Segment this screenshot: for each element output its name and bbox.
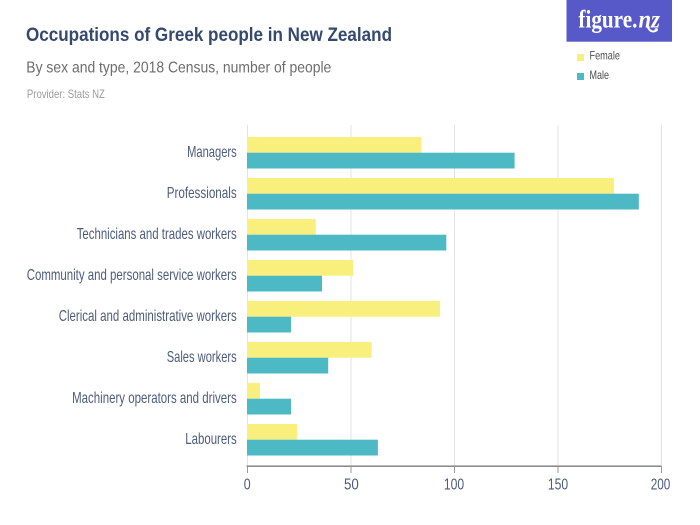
svg-text:150: 150 — [548, 476, 568, 493]
svg-text:Managers: Managers — [187, 144, 237, 161]
svg-text:Labourers: Labourers — [185, 431, 236, 448]
svg-text:Clerical and administrative wo: Clerical and administrative workers — [59, 308, 237, 325]
svg-text:Provider: Stats NZ: Provider: Stats NZ — [27, 87, 105, 101]
svg-text:100: 100 — [444, 476, 464, 493]
svg-text:Male: Male — [590, 68, 610, 82]
svg-text:Professionals: Professionals — [167, 185, 237, 202]
svg-text:Machinery operators and driver: Machinery operators and drivers — [72, 390, 237, 407]
svg-text:0: 0 — [244, 476, 251, 493]
svg-text:Female: Female — [590, 49, 621, 63]
svg-text:50: 50 — [344, 476, 359, 493]
svg-text:By sex and type, 2018 Census,: By sex and type, 2018 Census, number of … — [26, 60, 331, 77]
svg-text:Technicians and trades workers: Technicians and trades workers — [77, 226, 237, 243]
svg-text:Community and personal service: Community and personal service workers — [27, 267, 237, 284]
svg-text:200: 200 — [651, 476, 671, 493]
svg-text:Occupations of Greek people in: Occupations of Greek people in New Zeala… — [26, 24, 392, 46]
svg-text:nz: nz — [639, 7, 661, 34]
svg-text:Sales workers: Sales workers — [167, 349, 237, 366]
svg-text:figure.: figure. — [578, 7, 637, 34]
